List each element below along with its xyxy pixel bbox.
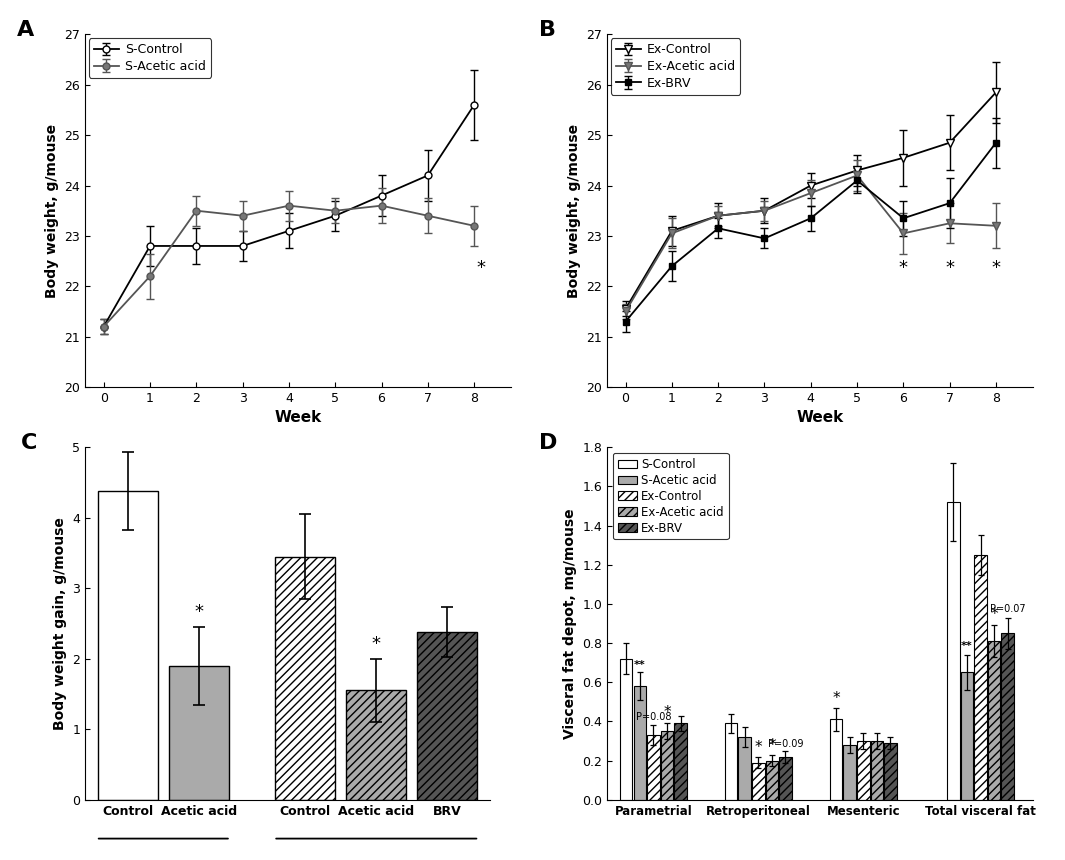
Text: P=0.09: P=0.09 bbox=[768, 739, 803, 749]
Y-axis label: Body weight gain, g/mouse: Body weight gain, g/mouse bbox=[53, 517, 67, 730]
Text: *: * bbox=[768, 738, 775, 752]
Y-axis label: Body weight, g/mouse: Body weight, g/mouse bbox=[567, 124, 580, 298]
X-axis label: Week: Week bbox=[275, 410, 322, 426]
Legend: Ex-Control, Ex-Acetic acid, Ex-BRV: Ex-Control, Ex-Acetic acid, Ex-BRV bbox=[611, 38, 740, 95]
Text: *: * bbox=[899, 259, 907, 277]
Bar bbox=[725, 723, 737, 800]
Text: *: * bbox=[992, 259, 1000, 277]
Y-axis label: Visceral fat depot, mg/mouse: Visceral fat depot, mg/mouse bbox=[562, 508, 576, 739]
Text: *: * bbox=[477, 259, 486, 277]
Bar bbox=[620, 659, 633, 800]
Text: *: * bbox=[990, 606, 998, 622]
Bar bbox=[674, 723, 687, 800]
Bar bbox=[766, 760, 779, 800]
Bar bbox=[98, 491, 158, 800]
Text: *: * bbox=[663, 705, 671, 721]
Text: D: D bbox=[539, 433, 557, 453]
Text: *: * bbox=[194, 604, 203, 622]
Text: **: ** bbox=[634, 660, 645, 670]
Bar bbox=[634, 686, 646, 800]
Bar bbox=[843, 745, 856, 800]
Bar bbox=[974, 555, 987, 800]
X-axis label: Week: Week bbox=[797, 410, 843, 426]
Bar bbox=[275, 556, 335, 800]
Text: *: * bbox=[946, 259, 954, 277]
Text: P=0.08: P=0.08 bbox=[636, 712, 671, 722]
Bar bbox=[738, 737, 751, 800]
Bar bbox=[830, 720, 842, 800]
Bar bbox=[947, 502, 960, 800]
Legend: S-Control, S-Acetic acid: S-Control, S-Acetic acid bbox=[89, 38, 211, 78]
Bar bbox=[660, 731, 673, 800]
Bar bbox=[417, 632, 477, 800]
Text: P=0.07: P=0.07 bbox=[990, 604, 1026, 614]
Y-axis label: Body weight, g/mouse: Body weight, g/mouse bbox=[45, 124, 59, 298]
Bar bbox=[168, 666, 229, 800]
Bar bbox=[752, 763, 765, 800]
Text: A: A bbox=[17, 21, 34, 40]
Bar bbox=[988, 641, 1000, 800]
Bar bbox=[648, 735, 659, 800]
Text: *: * bbox=[754, 740, 763, 755]
Text: *: * bbox=[832, 691, 840, 706]
Text: **: ** bbox=[961, 641, 972, 651]
Bar bbox=[884, 743, 897, 800]
Bar bbox=[961, 673, 973, 800]
Bar bbox=[1001, 633, 1014, 800]
Bar bbox=[780, 757, 791, 800]
Bar bbox=[870, 741, 883, 800]
Legend: S-Control, S-Acetic acid, Ex-Control, Ex-Acetic acid, Ex-BRV: S-Control, S-Acetic acid, Ex-Control, Ex… bbox=[613, 453, 728, 539]
Bar bbox=[346, 691, 407, 800]
Text: B: B bbox=[539, 21, 556, 40]
Text: *: * bbox=[372, 636, 381, 653]
Bar bbox=[857, 741, 869, 800]
Text: C: C bbox=[20, 433, 37, 453]
